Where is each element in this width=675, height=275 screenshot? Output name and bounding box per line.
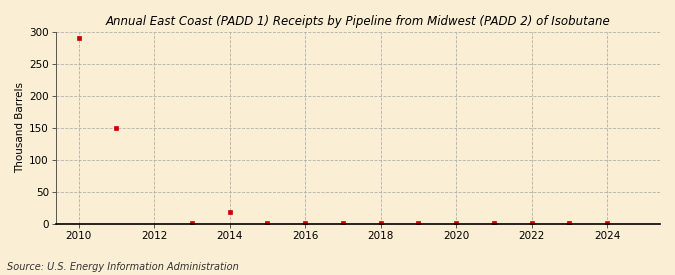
Y-axis label: Thousand Barrels: Thousand Barrels [15,82,25,173]
Text: Source: U.S. Energy Information Administration: Source: U.S. Energy Information Administ… [7,262,238,272]
Title: Annual East Coast (PADD 1) Receipts by Pipeline from Midwest (PADD 2) of Isobuta: Annual East Coast (PADD 1) Receipts by P… [105,15,610,28]
